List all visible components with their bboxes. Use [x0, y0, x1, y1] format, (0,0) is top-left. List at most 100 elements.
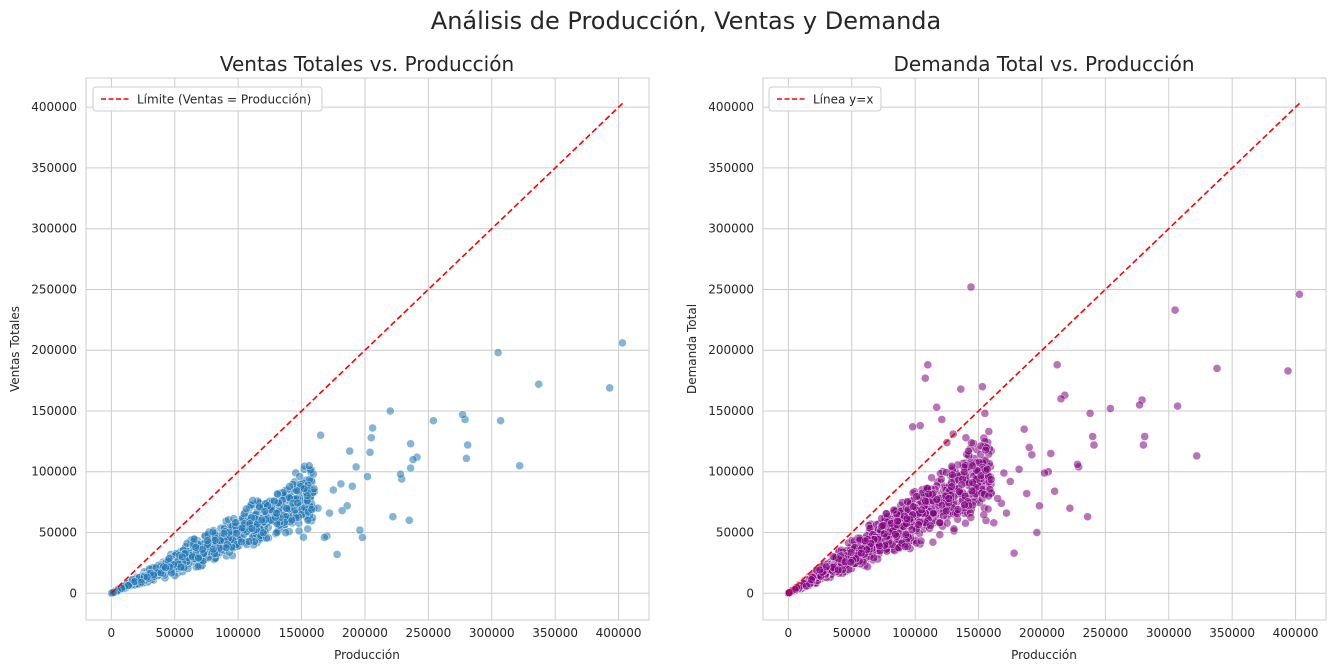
x-ticks-demanda: 0 50000 100000 150000 200000 250000 300000 3500…	[785, 626, 1319, 640]
scatter-point	[287, 515, 297, 525]
scatter-point	[902, 514, 912, 524]
y-tick-label-1: 50000	[39, 526, 77, 540]
scatter-point	[907, 525, 917, 534]
scatter-point	[232, 529, 241, 538]
scatter-point	[269, 496, 279, 506]
scatter-point	[914, 520, 923, 529]
scatter-point	[515, 461, 524, 470]
y-tick-label-0: 0	[746, 586, 754, 600]
scatter-point	[388, 512, 398, 521]
scatter-point	[961, 518, 970, 528]
scatter-point	[458, 410, 467, 419]
scatter-point	[1035, 501, 1044, 511]
scatter-point	[285, 482, 294, 491]
scatter-point	[1046, 449, 1056, 458]
scatter-point	[928, 537, 938, 547]
scatter-point	[109, 588, 118, 597]
scatter-point	[968, 461, 977, 470]
scatter-point	[967, 438, 976, 448]
scatter-point	[272, 508, 281, 518]
scatter-point	[953, 505, 963, 514]
scatter-point	[893, 516, 902, 526]
scatter-point	[406, 439, 415, 449]
scatter-point	[304, 461, 314, 470]
scatter-point	[1050, 486, 1059, 496]
y-tick-label-4: 200000	[708, 343, 754, 357]
scatter-point	[908, 502, 918, 511]
y-tick-label-2: 100000	[708, 465, 754, 479]
scatter-point	[1052, 360, 1062, 370]
scatter-point	[1106, 404, 1115, 413]
y-axis-label-demanda: Demanda Total	[685, 304, 699, 394]
scatter-point	[960, 500, 969, 510]
scatter-point	[959, 467, 969, 477]
x-tick-label-0: 0	[108, 626, 116, 640]
scatter-point	[923, 360, 933, 370]
scatter-point	[967, 486, 977, 496]
scatter-point	[828, 552, 838, 561]
x-tick-label-5: 250000	[405, 626, 451, 640]
scatter-point	[363, 472, 372, 481]
y-ticks-ventas: 0 50000 100000 150000 200000 250000 300000 3500…	[31, 100, 77, 600]
scatter-point	[833, 565, 843, 575]
x-axis-label-demanda: Producción	[1011, 648, 1077, 662]
scatter-point	[408, 455, 418, 464]
scatter-point	[1192, 451, 1201, 461]
scatter-point	[164, 554, 174, 563]
x-tick-label-6: 300000	[469, 626, 515, 640]
scatter-point	[1040, 468, 1049, 478]
scatter-point	[921, 373, 930, 383]
scatter-point	[299, 484, 309, 494]
y-axis-label-ventas: Ventas Totales	[8, 306, 22, 392]
scatter-point	[860, 536, 870, 546]
scatter-point	[329, 485, 338, 495]
y-tick-label-4: 200000	[31, 343, 77, 357]
scatter-point	[365, 448, 375, 457]
scatter-point	[247, 524, 257, 533]
x-tick-label-4: 200000	[1019, 626, 1065, 640]
scatter-point	[1283, 366, 1293, 376]
scatter-point	[846, 558, 856, 567]
reference-line-ventas	[110, 101, 625, 594]
scatter-point	[927, 473, 936, 482]
panel-demanda: 0 50000 100000 150000 200000 250000 300000 3500…	[685, 52, 1327, 662]
scatter-point	[921, 497, 930, 506]
scatter-point	[981, 445, 990, 455]
scatter-point	[989, 518, 999, 528]
scatter-point	[307, 505, 316, 514]
scatter-point	[949, 524, 959, 534]
scatter-point	[1022, 489, 1031, 498]
scatter-point	[272, 528, 282, 537]
y-tick-label-5: 250000	[31, 282, 77, 296]
scatter-point	[968, 478, 977, 487]
scatter-point	[944, 494, 954, 503]
scatter-point	[325, 508, 334, 518]
scatter-point	[293, 498, 302, 508]
scatter-point	[136, 578, 146, 587]
scatter-point	[979, 510, 989, 520]
scatter-point	[208, 527, 218, 537]
x-tick-label-3: 150000	[956, 626, 1002, 640]
scatter-point	[903, 497, 912, 507]
scatter-point	[303, 516, 313, 525]
scatter-point	[912, 492, 921, 501]
scatter-point	[978, 382, 987, 391]
scatter-point	[345, 446, 354, 456]
scatter-point	[462, 454, 471, 463]
scatter-point	[1019, 424, 1029, 434]
scatter-point	[355, 525, 365, 535]
scatter-point	[937, 415, 947, 424]
scatter-point	[189, 534, 199, 544]
scatter-point	[309, 484, 319, 494]
scatter-point	[1140, 432, 1149, 441]
scatter-point	[891, 530, 900, 539]
scatter-point	[1212, 364, 1222, 373]
scatter-point	[203, 536, 212, 545]
scatter-point	[299, 532, 308, 542]
scatter-point	[320, 533, 329, 542]
y-tick-label-5: 250000	[708, 282, 754, 296]
scatter-point	[316, 431, 325, 440]
scatter-point	[176, 562, 186, 572]
scatter-point	[237, 523, 247, 533]
scatter-point	[405, 516, 414, 525]
